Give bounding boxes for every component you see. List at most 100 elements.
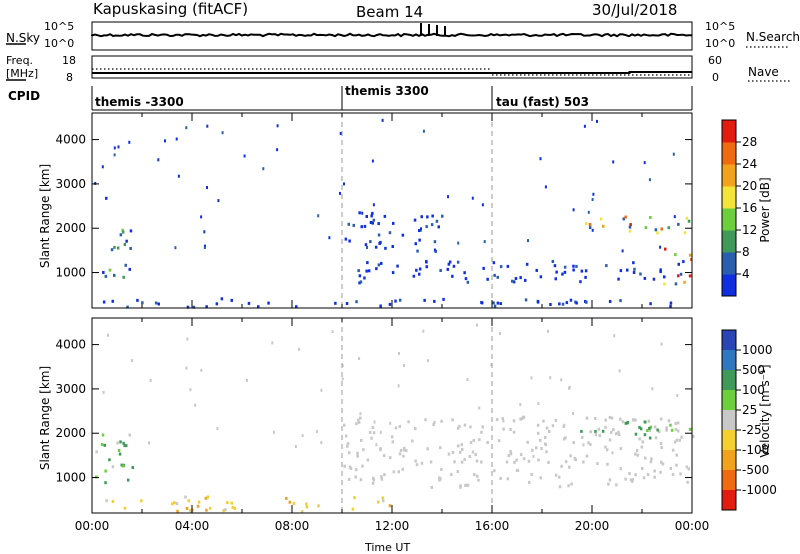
echo-cell — [648, 178, 651, 182]
echo-cell — [638, 425, 641, 429]
echo-cell — [502, 419, 505, 423]
echo-cell — [380, 261, 383, 265]
echo-cell — [527, 459, 531, 463]
echo-cell — [206, 186, 208, 189]
echo-cell — [185, 366, 188, 370]
echo-cell — [607, 482, 610, 486]
echo-cell — [363, 224, 367, 228]
echo-cell — [360, 225, 363, 229]
echo-cell — [189, 388, 192, 392]
echo-cell — [602, 224, 605, 228]
echo-cell — [656, 231, 659, 235]
echo-cell — [567, 484, 570, 488]
echo-cell — [360, 438, 363, 442]
echo-cell — [524, 298, 528, 302]
velocity-colorbar-swatch — [722, 350, 736, 371]
echo-cell — [636, 453, 639, 457]
echo-cell — [104, 481, 107, 485]
echo-cell — [572, 208, 575, 212]
echo-cell — [433, 248, 436, 252]
echo-cell — [348, 451, 351, 455]
echo-cell — [634, 452, 637, 456]
echo-cell — [173, 501, 176, 505]
freq-label: Freq. — [6, 54, 34, 67]
echo-cell — [420, 461, 424, 465]
echo-cell — [643, 161, 646, 165]
echo-cell — [676, 429, 680, 433]
echo-cell — [431, 214, 434, 218]
echo-cell — [687, 219, 691, 223]
echo-cell — [669, 301, 673, 305]
echo-cell — [669, 304, 672, 308]
echo-cell — [492, 261, 496, 265]
echo-cell — [530, 376, 533, 380]
echo-cell — [414, 242, 417, 246]
echo-cell — [471, 196, 474, 200]
echo-cell — [205, 305, 208, 309]
echo-cell — [175, 137, 178, 141]
echo-cell — [509, 428, 512, 431]
echo-cell — [95, 475, 98, 479]
echo-cell — [563, 270, 567, 274]
echo-cell — [466, 280, 470, 284]
echo-cell — [665, 426, 668, 430]
echo-cell — [113, 153, 116, 157]
y-tick-label: 4000 — [55, 133, 86, 147]
y-tick-label: 3000 — [55, 177, 86, 191]
echo-cell — [628, 472, 631, 475]
echo-cell — [675, 438, 679, 442]
echo-cell — [647, 419, 651, 423]
echo-cell — [103, 443, 106, 447]
echo-cell — [545, 426, 549, 430]
echo-cell — [544, 185, 547, 189]
echo-cell — [469, 425, 472, 429]
echo-cell — [674, 422, 677, 425]
echo-cell — [572, 264, 575, 268]
echo-cell — [648, 428, 652, 432]
echo-cell — [197, 500, 201, 504]
echo-cell — [358, 281, 361, 285]
echo-cell — [641, 440, 644, 444]
noise-sky-label: N.Sky — [6, 31, 41, 45]
echo-cell — [619, 467, 622, 471]
echo-cell — [379, 430, 382, 434]
echo-cell — [526, 440, 529, 444]
echo-cell — [497, 439, 501, 443]
echo-cell — [433, 299, 436, 303]
echo-cell — [527, 239, 529, 243]
echo-cell — [358, 211, 361, 215]
echo-cell — [543, 436, 547, 439]
echo-cell — [539, 476, 542, 480]
echo-cell — [653, 475, 656, 479]
echo-cell — [480, 460, 483, 464]
echo-cell — [621, 249, 624, 253]
velocity-colorbar-tick-label: -100 — [742, 443, 769, 457]
echo-cell — [674, 282, 678, 286]
echo-cell — [648, 436, 652, 440]
echo-cell — [119, 440, 122, 444]
echo-cell — [587, 441, 590, 445]
echo-cell — [651, 387, 654, 391]
echo-cell — [365, 269, 368, 273]
y-tick-label: 3000 — [55, 382, 86, 396]
echo-cell — [459, 484, 462, 488]
echo-cell — [551, 260, 555, 263]
echo-cell — [426, 447, 429, 451]
echo-cell — [583, 124, 586, 128]
echo-cell — [596, 462, 599, 466]
echo-cell — [570, 482, 573, 486]
echo-cell — [394, 299, 397, 303]
echo-cell — [347, 222, 350, 226]
echo-cell — [347, 477, 351, 481]
echo-cell — [442, 297, 445, 301]
echo-cell — [563, 423, 566, 427]
echo-cell — [354, 468, 358, 472]
echo-cell — [563, 265, 567, 269]
echo-cell — [366, 246, 368, 249]
echo-cell — [460, 443, 463, 447]
echo-cell — [418, 229, 420, 232]
echo-cell — [125, 239, 128, 243]
echo-cell — [502, 427, 505, 431]
x-tick-label: 04:00 — [175, 519, 210, 533]
echo-cell — [512, 430, 516, 434]
